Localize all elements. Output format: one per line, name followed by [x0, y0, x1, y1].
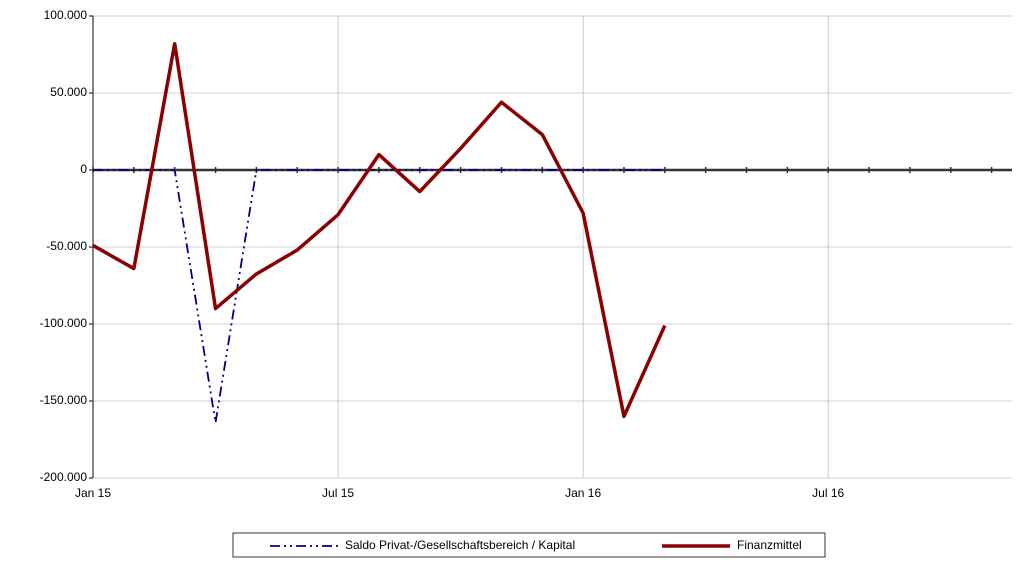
x-tick-label: Jan 16 [565, 486, 601, 500]
y-tick-label: -150.000 [40, 393, 88, 407]
x-tick-label: Jul 15 [322, 486, 354, 500]
y-tick-label: -200.000 [40, 470, 88, 484]
series-line [92, 41, 667, 419]
y-tick-label: -50.000 [46, 239, 87, 253]
y-tick-label: 0 [80, 162, 87, 176]
y-tick-label: 100.000 [44, 8, 88, 22]
x-tick-label: Jul 16 [812, 486, 844, 500]
legend-label: Saldo Privat-/Gesellschaftsbereich / Kap… [345, 538, 575, 552]
y-tick-label: -100.000 [40, 316, 88, 330]
x-tick-label: Jan 15 [75, 486, 111, 500]
y-tick-label: 50.000 [50, 85, 87, 99]
legend-label: Finanzmittel [737, 538, 802, 552]
